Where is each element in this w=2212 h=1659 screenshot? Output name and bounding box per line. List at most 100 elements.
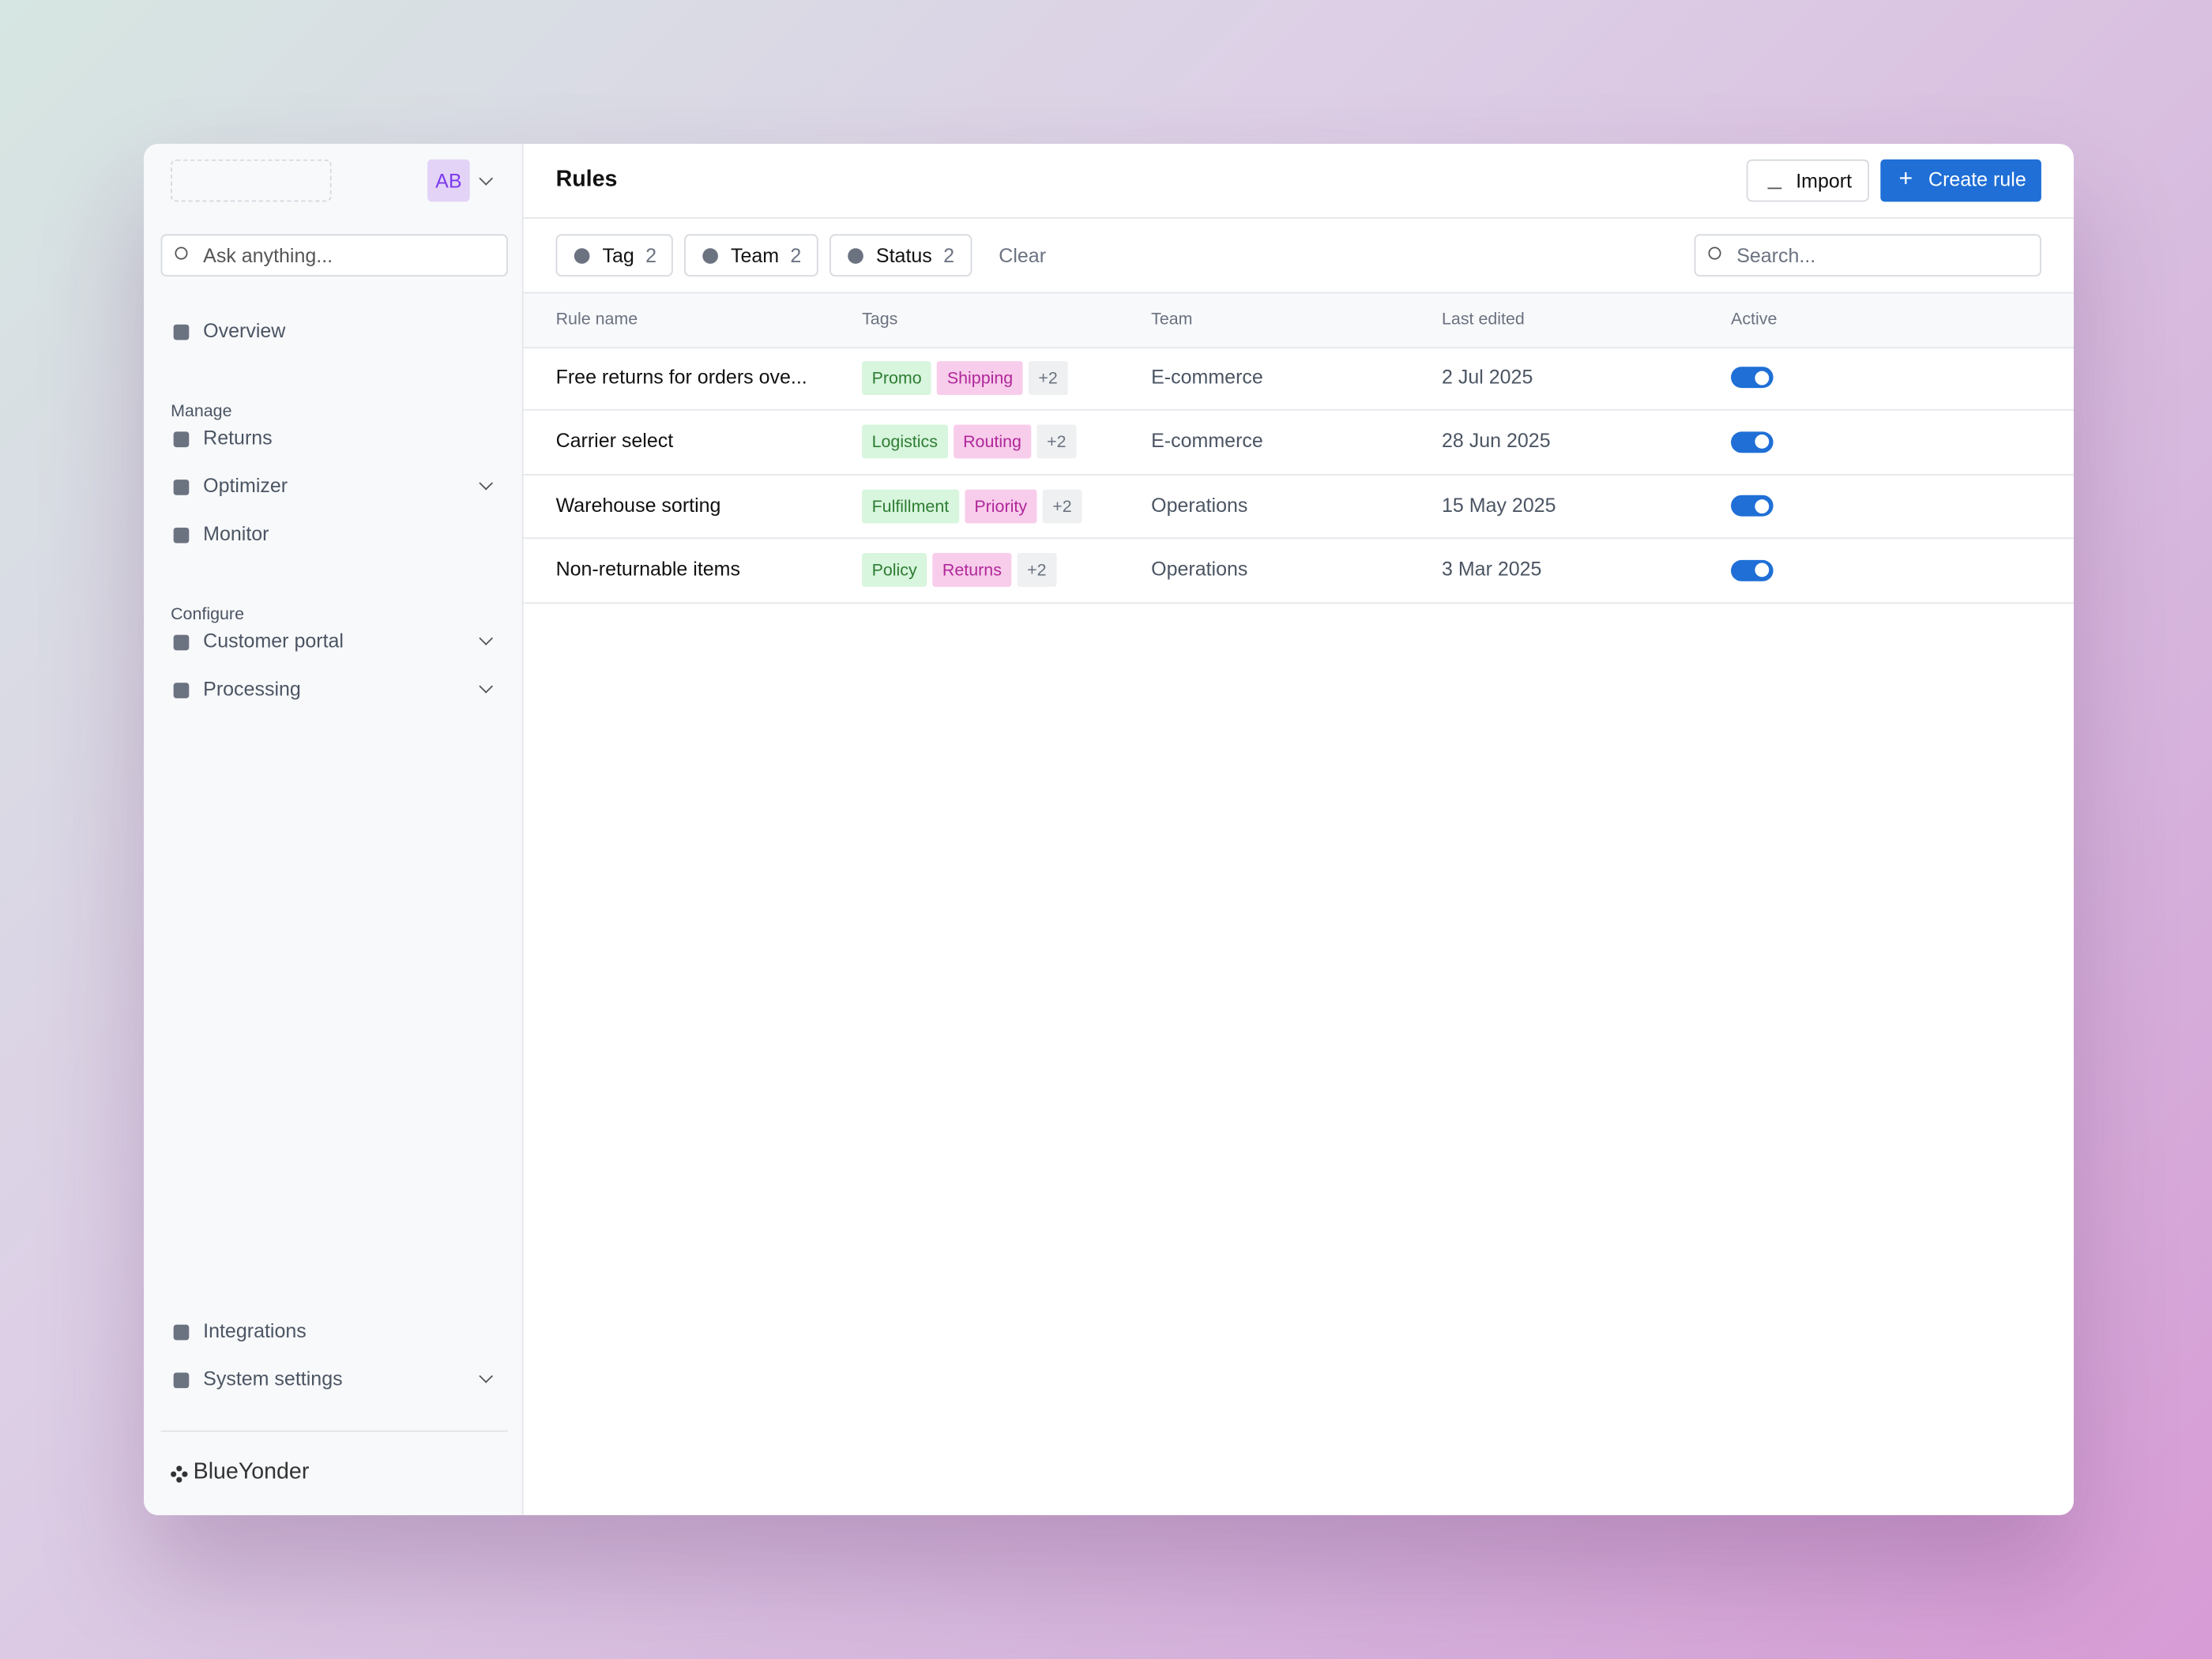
brand: BlueYonder [193,1460,310,1484]
active-toggle[interactable] [1731,431,1774,453]
tags: Promo Shipping +2 [862,360,1073,395]
nav-icon [173,527,190,544]
nav-item[interactable]: System settings [161,1361,508,1398]
last-edited: 15 May 2025 [1441,493,1556,516]
tags: Fulfillment Priority +2 [862,488,1087,523]
nav-heading: Configure [171,604,244,624]
page-title: Rules [555,167,618,192]
sidebar-search[interactable]: Ask anything... [160,234,508,276]
nav-icon [173,683,190,698]
app-window: AB Ask anything... BlueYonder Overview Ma… [144,144,2074,1515]
rule-name: Warehouse sorting [555,493,721,516]
filter-label: Tag [602,243,634,267]
sidebar: AB Ask anything... BlueYonder Overview Ma… [144,144,524,1515]
tag: Routing [953,424,1032,459]
filter-chip[interactable]: Tag 2 [555,234,674,276]
filter-count: 2 [645,243,657,267]
team: Operations [1151,557,1248,580]
nav-item[interactable]: Overview [161,313,508,349]
brand-icon [171,1465,188,1483]
search-icon [175,246,188,260]
table-row[interactable] [523,538,2074,604]
column-header: Active [1731,309,1778,329]
tag: Logistics [862,424,948,459]
filter-icon [848,248,863,264]
create-label: Create rule [1928,167,2026,191]
nav-item[interactable]: Returns [161,420,508,457]
nav-item[interactable]: Optimizer [161,468,508,505]
nav-icon [173,634,190,651]
nav-chevron [479,679,494,694]
nav-item[interactable]: Customer portal [161,623,508,660]
tag: Promo [862,360,932,395]
avatar[interactable]: AB [427,159,470,202]
nav-label: Overview [203,318,286,342]
logo-placeholder [171,159,332,202]
import-label: Import [1796,169,1853,192]
last-edited: 2 Jul 2025 [1441,364,1533,388]
filter-count: 2 [943,243,955,267]
nav-label: Returns [203,426,273,449]
nav-item[interactable]: Processing [161,672,508,708]
rule-name: Non-returnable items [555,557,741,580]
search-placeholder: Ask anything... [203,243,333,267]
nav-icon [173,324,190,340]
import-icon [1767,174,1782,190]
column-header: Last edited [1441,309,1525,329]
nav-icon [173,1324,190,1341]
nav-label: Optimizer [203,473,288,497]
divider [160,1430,508,1432]
table-header [523,292,2074,349]
tag: Policy [862,552,927,587]
filter-icon [574,248,590,264]
table-row[interactable] [523,474,2074,540]
nav-label: Customer portal [203,629,344,652]
nav-icon [173,480,190,495]
tag-more: +2 [1028,360,1068,395]
nav-icon [173,1372,190,1389]
filter-chip[interactable]: Status 2 [829,234,972,276]
tags: Logistics Routing +2 [862,424,1082,459]
import-button[interactable]: Import [1746,159,1870,202]
create-button[interactable]: + Create rule [1880,159,2041,202]
column-header: Rule name [555,309,638,329]
table-row[interactable] [523,345,2074,411]
filter-chip[interactable]: Team 2 [684,234,818,276]
search-placeholder: Search... [1736,243,1816,267]
nav-label: System settings [203,1367,343,1390]
avatar-chevron[interactable] [479,171,494,186]
tag: Fulfillment [862,488,959,523]
tag-more: +2 [1017,552,1057,587]
nav-label: Monitor [203,521,269,545]
filter-count: 2 [790,243,802,267]
tag: Shipping [937,360,1023,395]
tag: Priority [964,488,1037,523]
clear-filters[interactable]: Clear [999,243,1047,267]
nav-chevron [479,1369,494,1383]
table-row[interactable] [523,410,2074,475]
nav-chevron [479,476,494,491]
last-edited: 28 Jun 2025 [1441,428,1551,452]
filter-label: Team [730,243,780,267]
divider [523,216,2074,219]
nav-item[interactable]: Monitor [161,517,508,553]
table-search[interactable]: Search... [1694,234,2041,276]
team: E-commerce [1151,428,1263,452]
tag-more: +2 [1042,488,1082,523]
team: Operations [1151,493,1248,516]
tag-more: +2 [1036,424,1077,459]
tag: Returns [932,552,1012,587]
nav-chevron [479,631,494,645]
active-toggle[interactable] [1731,367,1774,389]
column-header: Team [1151,309,1193,329]
plus-icon: + [1898,164,1913,192]
brand-mark [171,1465,188,1483]
active-toggle[interactable] [1731,559,1774,581]
team: E-commerce [1151,364,1263,388]
filter-icon [702,248,718,264]
column-header: Tags [862,309,898,329]
nav-icon [173,431,190,448]
nav-item[interactable]: Integrations [161,1313,508,1349]
active-toggle[interactable] [1731,495,1774,517]
